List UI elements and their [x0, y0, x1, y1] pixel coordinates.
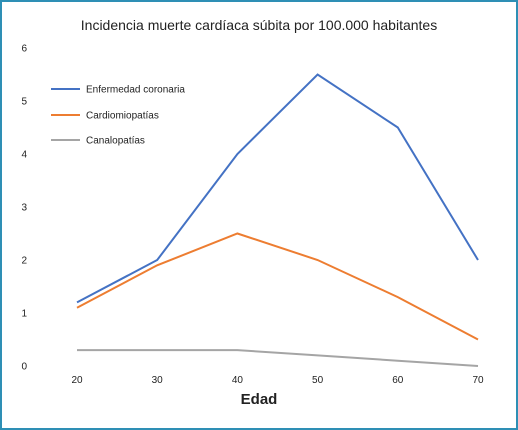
legend-label: Cardiomiopatías — [86, 111, 159, 122]
y-tick-labels: 0 1 2 3 4 5 6 — [21, 44, 27, 373]
x-axis-label: Edad — [240, 391, 278, 408]
y-tick-label: 5 — [21, 97, 27, 108]
x-tick-label: 70 — [472, 375, 484, 386]
x-tick-labels: 20 30 40 50 60 70 — [71, 375, 484, 386]
series-line-2 — [76, 232, 479, 341]
x-tick-label: 30 — [152, 375, 164, 386]
x-tick-label: 60 — [392, 375, 404, 386]
legend: Enfermedad coronaria Cardiomiopatías Canal… — [51, 85, 185, 147]
series-line-1 — [76, 73, 479, 304]
y-tick-label: 4 — [21, 150, 27, 161]
y-tick-label: 3 — [21, 203, 27, 214]
x-tick-label: 20 — [71, 375, 83, 386]
y-tick-label: 0 — [21, 362, 27, 373]
chart-title: Incidencia muerte cardíaca súbita por 10… — [80, 17, 438, 33]
y-tick-label: 6 — [21, 44, 27, 55]
y-tick-label: 2 — [21, 256, 27, 267]
y-tick-label: 1 — [21, 309, 27, 320]
series-line-3 — [77, 349, 479, 367]
x-tick-label: 50 — [312, 375, 324, 386]
series-lines — [76, 73, 479, 367]
legend-label: Enfermedad coronaria — [86, 85, 185, 96]
x-tick-label: 40 — [232, 375, 244, 386]
legend-label: Canalopatías — [86, 136, 145, 147]
